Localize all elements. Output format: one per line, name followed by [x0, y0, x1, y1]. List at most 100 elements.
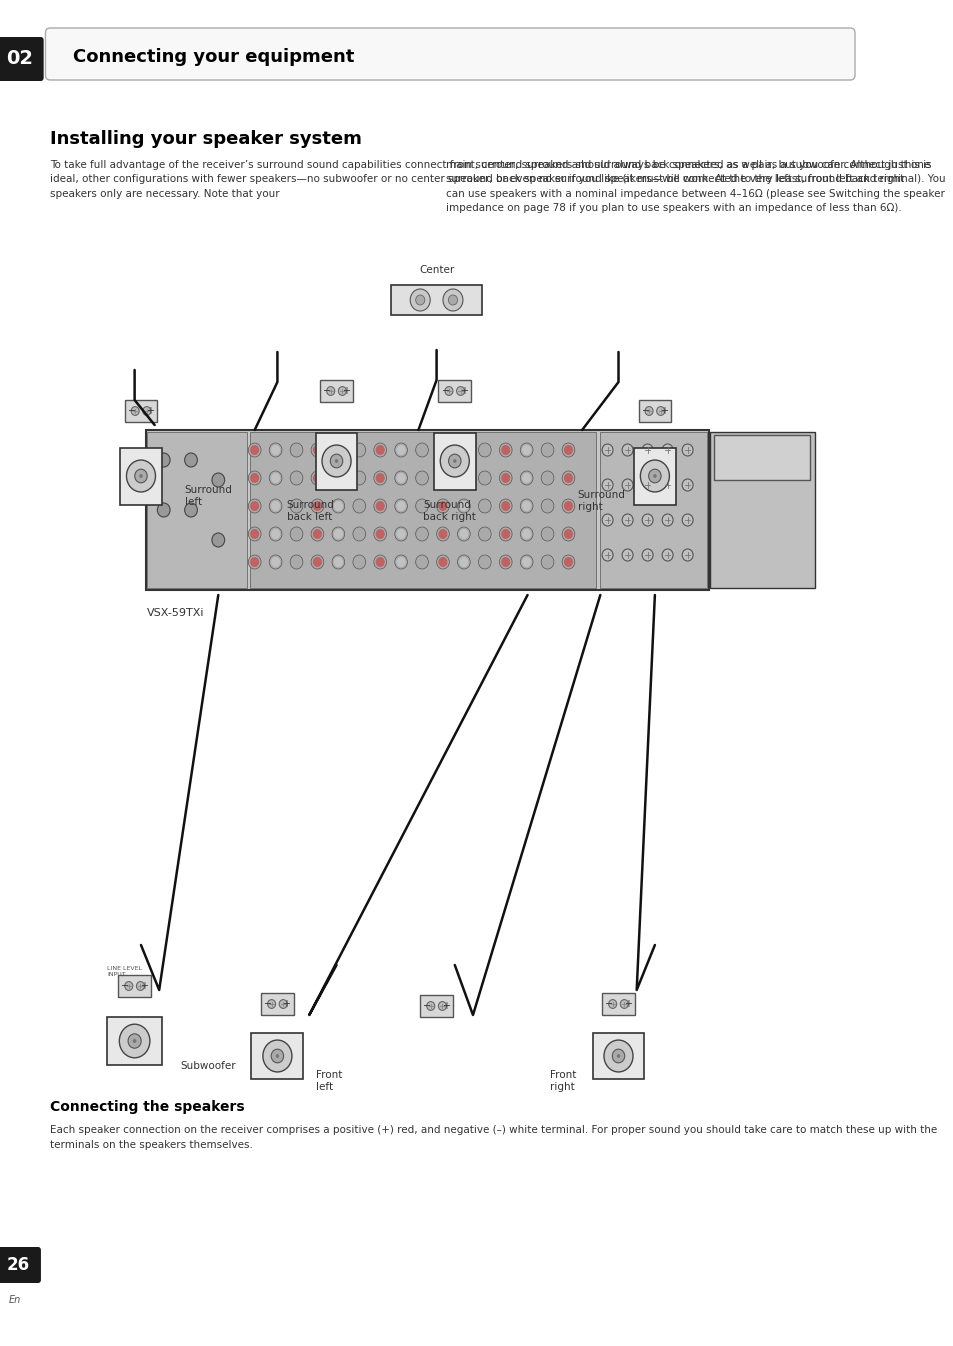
Text: Surround
back right: Surround back right	[422, 501, 476, 522]
Circle shape	[519, 555, 533, 569]
Circle shape	[521, 446, 531, 455]
Circle shape	[332, 528, 344, 541]
Circle shape	[271, 472, 280, 483]
Circle shape	[442, 289, 462, 311]
Circle shape	[438, 529, 447, 538]
Text: +: +	[146, 406, 154, 416]
Circle shape	[438, 446, 447, 455]
Circle shape	[250, 529, 259, 538]
Text: Front
left: Front left	[315, 1070, 341, 1092]
Text: −: −	[441, 386, 449, 396]
Text: +: +	[459, 386, 467, 396]
Circle shape	[648, 470, 660, 483]
Text: +: +	[341, 386, 349, 396]
Circle shape	[519, 499, 533, 513]
Bar	[120, 447, 162, 505]
Text: LINE LEVEL
INPUT: LINE LEVEL INPUT	[108, 966, 142, 977]
Text: Installing your speaker system: Installing your speaker system	[50, 131, 361, 148]
Text: +: +	[282, 999, 291, 1010]
Circle shape	[540, 499, 554, 513]
Circle shape	[250, 446, 259, 455]
Circle shape	[375, 529, 384, 538]
Circle shape	[279, 1000, 287, 1008]
Circle shape	[157, 503, 170, 517]
Circle shape	[143, 406, 151, 416]
Text: −: −	[128, 406, 136, 416]
Text: −: −	[423, 1001, 431, 1011]
Circle shape	[332, 555, 344, 569]
Circle shape	[498, 499, 512, 513]
Circle shape	[500, 472, 510, 483]
Circle shape	[128, 1034, 141, 1049]
Circle shape	[248, 443, 261, 458]
Circle shape	[681, 549, 693, 561]
Circle shape	[313, 501, 322, 511]
Circle shape	[332, 471, 344, 485]
Bar	[146, 429, 709, 590]
Circle shape	[563, 557, 573, 567]
Circle shape	[313, 557, 322, 567]
Circle shape	[416, 499, 428, 513]
Bar	[634, 447, 675, 505]
Circle shape	[267, 1000, 275, 1008]
Circle shape	[396, 557, 405, 567]
Circle shape	[540, 528, 554, 541]
Circle shape	[374, 499, 386, 513]
Circle shape	[271, 529, 280, 538]
Circle shape	[436, 555, 449, 569]
Circle shape	[334, 557, 342, 567]
Bar	[118, 975, 151, 997]
Bar	[252, 1034, 303, 1078]
Circle shape	[458, 557, 468, 567]
Circle shape	[521, 472, 531, 483]
Circle shape	[136, 981, 144, 991]
Circle shape	[521, 557, 531, 567]
Text: 02: 02	[7, 50, 33, 69]
Circle shape	[311, 499, 323, 513]
Circle shape	[601, 514, 613, 526]
Circle shape	[661, 549, 673, 561]
Circle shape	[131, 406, 139, 416]
Bar	[315, 432, 357, 490]
Circle shape	[322, 446, 351, 476]
Circle shape	[681, 479, 693, 491]
Circle shape	[438, 557, 447, 567]
Circle shape	[139, 474, 143, 478]
Circle shape	[396, 472, 405, 483]
Circle shape	[540, 555, 554, 569]
Circle shape	[185, 454, 197, 467]
Circle shape	[561, 471, 575, 485]
Circle shape	[410, 289, 430, 311]
Circle shape	[641, 549, 653, 561]
Bar	[147, 432, 247, 588]
Circle shape	[334, 529, 342, 538]
Circle shape	[127, 460, 155, 491]
Bar	[250, 432, 595, 588]
Circle shape	[498, 528, 512, 541]
Circle shape	[248, 471, 261, 485]
Circle shape	[457, 443, 470, 458]
Circle shape	[656, 406, 664, 416]
Text: main surround speakers should always be connected as a pair, but you can connect: main surround speakers should always be …	[445, 160, 944, 213]
Text: −: −	[121, 981, 130, 991]
Text: Surround
back left: Surround back left	[286, 501, 335, 522]
Circle shape	[621, 479, 633, 491]
Circle shape	[457, 499, 470, 513]
Circle shape	[444, 386, 453, 396]
Circle shape	[334, 501, 342, 511]
Circle shape	[185, 503, 197, 517]
Circle shape	[458, 529, 468, 538]
Bar	[419, 995, 453, 1018]
Text: Connecting the speakers: Connecting the speakers	[50, 1100, 244, 1114]
Circle shape	[271, 1049, 283, 1063]
Circle shape	[561, 528, 575, 541]
Circle shape	[617, 1054, 619, 1058]
Text: −: −	[605, 999, 613, 1010]
Circle shape	[438, 472, 447, 483]
Circle shape	[353, 555, 365, 569]
Circle shape	[374, 528, 386, 541]
Circle shape	[374, 471, 386, 485]
Circle shape	[621, 549, 633, 561]
Circle shape	[426, 1001, 435, 1011]
Circle shape	[395, 555, 407, 569]
